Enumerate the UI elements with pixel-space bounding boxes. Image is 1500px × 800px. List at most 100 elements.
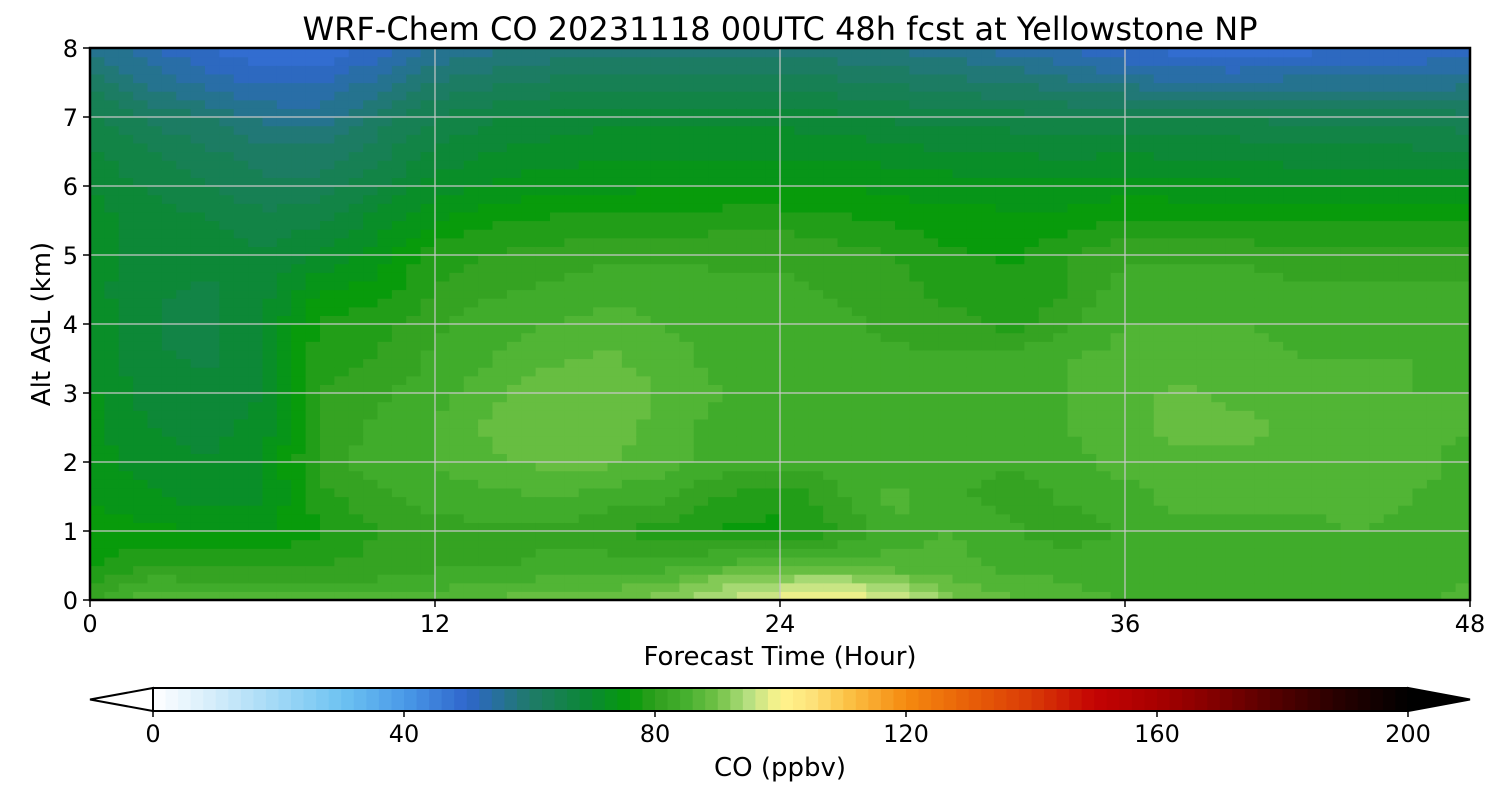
field-cell xyxy=(909,479,925,489)
field-cell xyxy=(190,410,206,420)
field-cell xyxy=(363,548,379,558)
field-cell xyxy=(118,237,134,247)
field-cell xyxy=(909,341,925,351)
field-cell xyxy=(118,272,134,282)
field-cell xyxy=(147,591,163,600)
field-cell xyxy=(780,418,795,429)
field-cell xyxy=(305,410,321,420)
field-cell xyxy=(190,280,206,291)
field-cell xyxy=(650,272,666,282)
field-cell xyxy=(363,203,379,213)
field-cell xyxy=(866,479,882,489)
field-cell xyxy=(1125,108,1140,118)
field-cell xyxy=(708,427,724,437)
field-cell xyxy=(823,229,839,239)
field-cell xyxy=(607,556,623,567)
field-cell xyxy=(650,470,666,480)
field-cell xyxy=(90,427,105,437)
field-cell xyxy=(866,548,882,558)
field-cell xyxy=(1182,56,1198,66)
field-cell xyxy=(765,427,781,437)
field-cell xyxy=(679,531,695,541)
field-cell xyxy=(621,142,637,153)
field-cell xyxy=(780,453,795,463)
field-cell xyxy=(190,496,206,506)
field-cell xyxy=(981,194,997,204)
field-cell xyxy=(420,229,436,239)
field-cell xyxy=(90,505,105,515)
field-cell xyxy=(564,349,580,360)
field-cell xyxy=(1196,487,1212,498)
field-cell xyxy=(1182,522,1198,532)
field-cell xyxy=(1067,444,1083,454)
field-cell xyxy=(205,332,220,342)
field-cell xyxy=(305,401,321,411)
field-cell xyxy=(679,255,695,265)
field-cell xyxy=(722,177,738,187)
field-cell xyxy=(636,324,652,334)
field-cell xyxy=(909,99,925,109)
field-cell xyxy=(233,263,249,273)
field-cell xyxy=(320,444,335,454)
field-cell xyxy=(765,272,781,282)
field-cell xyxy=(1139,194,1155,204)
field-cell xyxy=(621,91,637,101)
field-cell xyxy=(665,505,680,515)
field-cell xyxy=(736,203,752,213)
field-cell xyxy=(90,496,105,506)
field-cell xyxy=(535,99,551,109)
field-cell xyxy=(118,194,134,204)
field-cell xyxy=(1010,556,1025,567)
field-cell xyxy=(851,401,867,411)
field-cell xyxy=(823,125,839,135)
field-cell xyxy=(391,341,407,351)
field-cell xyxy=(363,393,379,403)
field-cell xyxy=(736,315,752,325)
field-cell xyxy=(1038,56,1054,66)
field-cell xyxy=(478,211,494,222)
field-cell xyxy=(880,151,896,161)
field-cell xyxy=(780,582,795,592)
field-cell xyxy=(679,306,695,316)
field-cell xyxy=(1053,470,1069,480)
field-cell xyxy=(478,280,494,291)
field-cell xyxy=(90,255,105,265)
field-cell xyxy=(550,401,565,411)
field-cell xyxy=(1096,298,1112,308)
field-cell xyxy=(276,91,292,101)
field-cell xyxy=(952,229,968,239)
field-cell xyxy=(219,298,235,308)
field-cell xyxy=(708,160,724,170)
field-cell xyxy=(90,82,105,92)
field-cell xyxy=(118,177,134,187)
field-cell xyxy=(506,565,522,575)
field-cell xyxy=(291,444,307,454)
field-cell xyxy=(1081,298,1097,308)
field-cell xyxy=(1125,574,1140,584)
field-cell xyxy=(966,487,982,498)
field-cell xyxy=(348,410,364,420)
field-cell xyxy=(952,341,968,351)
field-cell xyxy=(190,548,206,558)
field-cell xyxy=(305,479,321,489)
field-cell xyxy=(535,65,551,75)
field-cell xyxy=(320,393,335,403)
field-cell xyxy=(535,73,551,84)
field-cell xyxy=(550,479,565,489)
field-cell xyxy=(463,427,479,437)
field-cell xyxy=(377,358,393,368)
field-cell xyxy=(205,160,220,170)
field-cell xyxy=(1010,496,1025,506)
field-cell xyxy=(966,151,982,161)
field-cell xyxy=(1081,65,1097,75)
field-cell xyxy=(923,470,939,480)
field-cell xyxy=(1067,367,1083,377)
field-cell xyxy=(1053,108,1069,118)
field-cell xyxy=(1110,73,1126,84)
field-cell xyxy=(995,332,1011,342)
field-cell xyxy=(995,125,1011,135)
field-cell xyxy=(1110,418,1126,429)
field-cell xyxy=(248,479,264,489)
field-cell xyxy=(736,565,752,575)
field-cell xyxy=(334,229,350,239)
